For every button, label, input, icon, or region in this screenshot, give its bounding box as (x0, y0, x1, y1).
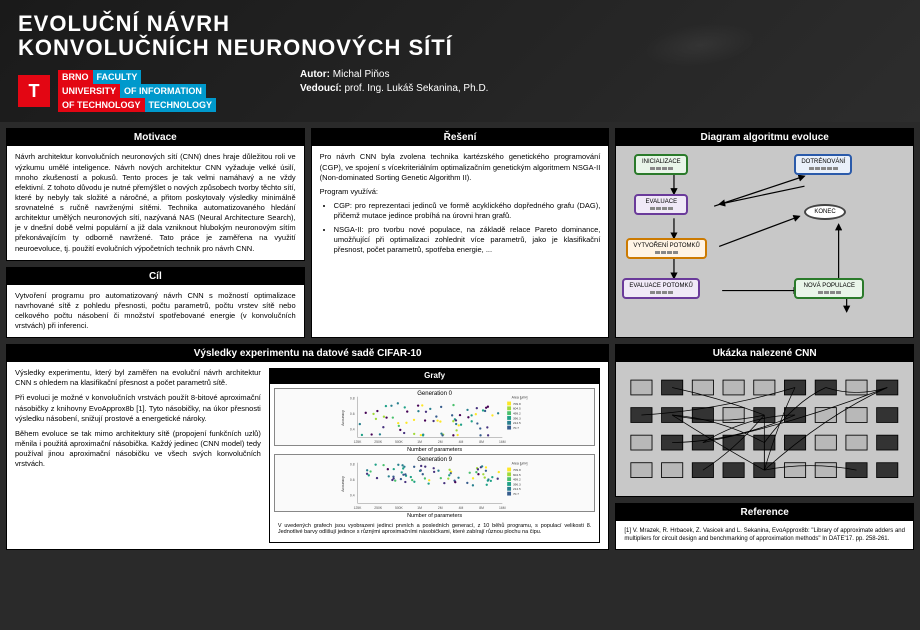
svg-text:396.3: 396.3 (513, 416, 521, 420)
panel-title: Řešení (312, 129, 609, 146)
scatter-chart-gen9: Generation 9 125K250K500K1M2M4M8M16M0.40… (274, 454, 596, 512)
svg-text:499.2: 499.2 (513, 412, 521, 416)
right-bottom-stack: Ukázka nalezené CNN Reference [1] V. Mra… (615, 344, 914, 550)
svg-text:8M: 8M (479, 440, 484, 444)
svg-text:0.6: 0.6 (350, 412, 355, 416)
chart-caption: V uvedených grafech jsou vyobrazeni jedi… (274, 521, 596, 538)
panel-title: Cíl (7, 268, 304, 285)
panel-text: Vytvoření programu pro automatizovaný ná… (7, 285, 304, 338)
panel-motivace: Motivace Návrh architektur konvolučních … (6, 128, 305, 260)
node-init: INICIALIZACE (634, 154, 688, 175)
svg-text:Accuracy: Accuracy (341, 410, 345, 426)
svg-text:125K: 125K (353, 440, 362, 444)
panel-title: Diagram algoritmu evoluce (616, 129, 913, 146)
panel-reseni: Řešení Pro návrh CNN byla zvolena techni… (311, 128, 610, 338)
svg-text:250K: 250K (374, 440, 383, 444)
cnn-architecture-diagram (616, 362, 913, 496)
svg-text:2M: 2M (438, 440, 443, 444)
svg-text:396.3: 396.3 (513, 483, 521, 487)
university-logo: T (18, 75, 50, 107)
panel-ukazka: Ukázka nalezené CNN (615, 344, 914, 497)
svg-text:499.2: 499.2 (513, 478, 521, 482)
svg-text:70.7: 70.7 (513, 426, 519, 430)
panel-title: Motivace (7, 129, 304, 146)
panel-title: Výsledky experimentu na datové sadě CIFA… (7, 345, 608, 362)
node-dotren: DOTRÉNOVÁNÍ (794, 154, 852, 175)
author-block: Autor: Michal Piňos Vedoucí: prof. Ing. … (300, 68, 488, 96)
svg-text:0.4: 0.4 (350, 427, 355, 431)
svg-text:604.5: 604.5 (513, 473, 521, 477)
svg-text:214.5: 214.5 (513, 488, 521, 492)
svg-text:Area [μm²]: Area [μm²] (512, 462, 528, 466)
svg-text:Area [μm²]: Area [μm²] (512, 396, 528, 400)
svg-text:1M: 1M (417, 506, 422, 510)
svg-text:709.8: 709.8 (513, 468, 521, 472)
svg-text:0.6: 0.6 (350, 478, 355, 482)
svg-text:Accuracy: Accuracy (341, 476, 345, 492)
panel-diagram: Diagram algoritmu evoluce INICIALIZACE D… (615, 128, 914, 338)
panel-title: Reference (616, 504, 913, 521)
results-text: Výsledky experimentu, který byl zaměřen … (15, 368, 261, 543)
svg-text:500K: 500K (395, 440, 404, 444)
charts-box: Grafy Generation 0 125K250K500K1M2M4M8M1… (269, 368, 601, 543)
svg-text:8M: 8M (479, 506, 484, 510)
node-potomku: VYTVOŘENÍ POTOMKŮ (626, 238, 707, 259)
panel-vysledky: Výsledky experimentu na datové sadě CIFA… (6, 344, 609, 550)
svg-text:16M: 16M (499, 440, 506, 444)
panel-cil: Cíl Vytvoření programu pro automatizovan… (6, 267, 305, 339)
node-eval: EVALUACE (634, 194, 688, 215)
node-eval-pot: EVALUACE POTOMKŮ (622, 278, 699, 299)
reference-text: [1] V. Mrazek, R. Hrbacek, Z. Vasicek an… (616, 521, 913, 549)
svg-text:214.5: 214.5 (513, 421, 521, 425)
poster-title: EVOLUČNÍ NÁVRH KONVOLUČNÍCH NEURONOVÝCH … (18, 12, 902, 60)
svg-text:1M: 1M (417, 440, 422, 444)
svg-text:125K: 125K (353, 506, 362, 510)
svg-text:500K: 500K (395, 506, 404, 510)
svg-text:4M: 4M (458, 506, 463, 510)
poster-header: EVOLUČNÍ NÁVRH KONVOLUČNÍCH NEURONOVÝCH … (0, 0, 920, 122)
panel-title: Ukázka nalezené CNN (616, 345, 913, 362)
svg-text:2M: 2M (438, 506, 443, 510)
svg-text:0.8: 0.8 (350, 397, 355, 401)
svg-text:604.5: 604.5 (513, 407, 521, 411)
content-grid: Motivace Návrh architektur konvolučních … (0, 122, 920, 556)
panel-reference: Reference [1] V. Mrazek, R. Hrbacek, Z. … (615, 503, 914, 550)
panel-text: Návrh architektur konvolučních neuronový… (7, 146, 304, 259)
svg-text:4M: 4M (458, 440, 463, 444)
svg-text:250K: 250K (374, 506, 383, 510)
svg-text:0.8: 0.8 (350, 463, 355, 467)
evolution-flowchart: INICIALIZACE DOTRÉNOVÁNÍ EVALUACE KONEC … (616, 146, 913, 337)
svg-text:16M: 16M (499, 506, 506, 510)
svg-text:70.7: 70.7 (513, 492, 519, 496)
svg-text:0.4: 0.4 (350, 494, 355, 498)
node-nova: NOVÁ POPULACE (794, 278, 864, 299)
scatter-chart-gen0: Generation 0 125K250K500K1M2M4M8M16M0.40… (274, 388, 596, 446)
panel-text: Pro návrh CNN byla zvolena technika kart… (312, 146, 609, 265)
svg-text:709.8: 709.8 (513, 402, 521, 406)
